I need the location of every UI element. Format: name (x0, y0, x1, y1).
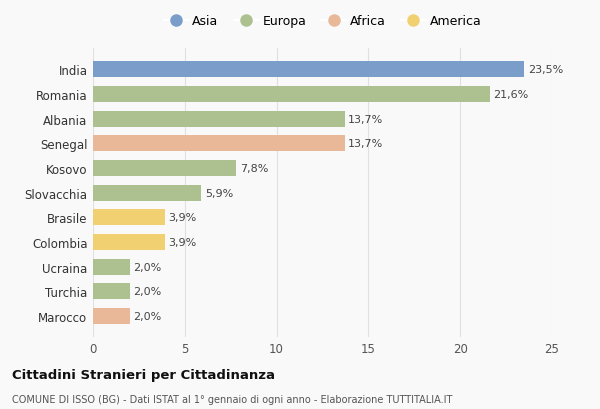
Bar (93, 234, 164, 250)
Text: 3,9%: 3,9% (168, 213, 197, 223)
Text: 5,9%: 5,9% (205, 188, 233, 198)
Text: 23,5%: 23,5% (528, 65, 563, 75)
Text: 13,7%: 13,7% (348, 115, 383, 124)
Bar (93, 284, 130, 300)
Text: COMUNE DI ISSO (BG) - Dati ISTAT al 1° gennaio di ogni anno - Elaborazione TUTTI: COMUNE DI ISSO (BG) - Dati ISTAT al 1° g… (12, 393, 452, 404)
Text: 3,9%: 3,9% (168, 238, 197, 247)
Bar (93, 111, 344, 128)
Bar (93, 210, 164, 226)
Text: Cittadini Stranieri per Cittadinanza: Cittadini Stranieri per Cittadinanza (12, 369, 275, 381)
Bar (93, 259, 130, 275)
Legend: Asia, Europa, Africa, America: Asia, Europa, Africa, America (164, 15, 481, 28)
Bar (93, 87, 490, 103)
Text: 21,6%: 21,6% (493, 90, 529, 100)
Text: 13,7%: 13,7% (348, 139, 383, 149)
Bar (93, 136, 344, 152)
Bar (93, 308, 130, 324)
Text: 2,0%: 2,0% (133, 311, 161, 321)
Bar (93, 185, 202, 201)
Text: 7,8%: 7,8% (240, 164, 268, 174)
Text: 2,0%: 2,0% (133, 287, 161, 297)
Text: 2,0%: 2,0% (133, 262, 161, 272)
Bar (93, 161, 236, 177)
Bar (93, 62, 524, 78)
